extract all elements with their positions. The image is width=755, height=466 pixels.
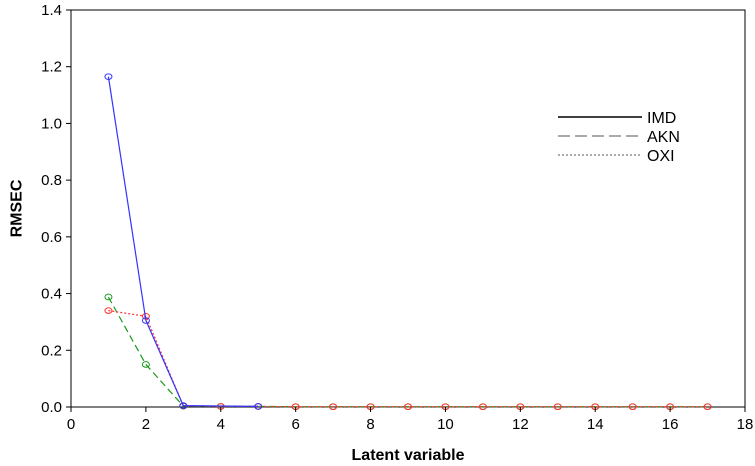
series-line-akn [107, 296, 708, 408]
y-tick-label: 1.4 [41, 2, 62, 19]
series-akn [104, 293, 712, 411]
x-tick-label: 18 [737, 416, 754, 433]
data-point-oxi [478, 403, 487, 411]
x-tick-label: 2 [142, 416, 150, 433]
y-tick-label: 1.2 [41, 59, 62, 76]
y-tick-label: 0.2 [41, 342, 62, 359]
y-tick-label: 0.6 [41, 229, 62, 246]
data-point-imd [104, 73, 113, 80]
y-tick-label: 0.8 [41, 172, 62, 189]
data-point-oxi [628, 403, 637, 411]
x-tick-label: 14 [587, 416, 604, 433]
x-tick-label: 10 [437, 416, 454, 433]
x-axis-title: Latent variable [352, 447, 465, 464]
data-point-oxi [329, 403, 338, 411]
x-tick-label: 12 [512, 416, 529, 433]
y-tick-label: 0.4 [41, 286, 62, 303]
series-imd [104, 73, 263, 410]
data-point-imd [254, 403, 263, 410]
x-tick-label: 6 [291, 416, 299, 433]
legend-label-akn: AKN [647, 129, 680, 146]
series-line-oxi [108, 310, 708, 408]
data-point-imd [141, 317, 150, 324]
legend-label-oxi: OXI [647, 148, 675, 165]
series-line-imd [107, 76, 259, 407]
x-tick-label: 16 [662, 416, 679, 433]
y-tick-label: 1.0 [41, 115, 62, 132]
legend-label-imd: IMD [647, 110, 676, 127]
series-oxi [104, 307, 712, 411]
data-point-akn [141, 361, 150, 368]
x-tick-label: 8 [366, 416, 374, 433]
x-tick-label: 4 [217, 416, 225, 433]
plot-frame [70, 9, 746, 408]
plot-area-border [70, 9, 746, 408]
legend: IMD AKN OXI [558, 110, 680, 165]
x-tick-label: 0 [67, 416, 75, 433]
data-point-oxi [703, 403, 712, 411]
y-tick-label: 0.0 [41, 399, 62, 416]
y-axis-title: RMSEC [9, 179, 26, 237]
series-layer [104, 73, 712, 411]
data-point-akn [104, 293, 113, 301]
ticks-layer: 0 2 4 6 8 10 12 14 16 18 0.0 0.2 0.4 0.6 0.8 1.0 1.2 1.4 [41, 2, 753, 433]
data-point-imd [179, 402, 188, 409]
data-point-oxi [104, 307, 113, 314]
data-point-oxi [553, 403, 562, 411]
data-point-oxi [404, 403, 412, 411]
